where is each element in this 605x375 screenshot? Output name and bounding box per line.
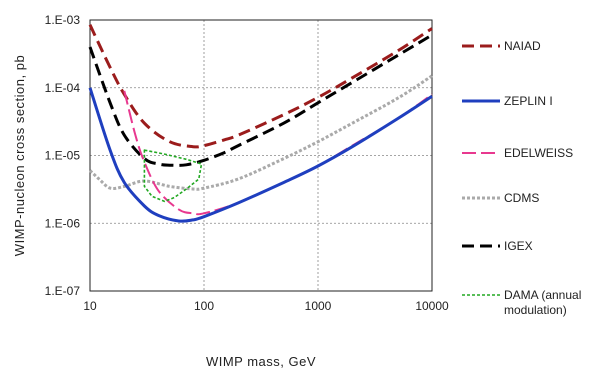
y-tick-label: 1.E-04 [45, 81, 81, 95]
series-layer [88, 24, 433, 223]
x-tick-label: 1000 [305, 299, 332, 313]
series-line-cdms [88, 74, 433, 191]
series-line-zeplin-i [88, 87, 433, 223]
legend-item-cdms: CDMS [462, 191, 539, 205]
legend-item-edelweiss: EDELWEISS [462, 146, 573, 160]
x-tick-label: 10000 [415, 299, 449, 313]
y-axis-ticks: 1.E-07 1.E-06 1.E-05 1.E-04 1.E-03 [45, 13, 81, 298]
legend-item-dama-annual-modulation: DAMA (annual modulation) [462, 288, 581, 317]
y-tick-label: 1.E-03 [45, 13, 81, 27]
y-tick-label: 1.E-05 [45, 149, 81, 163]
grid-lines [90, 20, 432, 291]
legend-item-igex: IGEX [462, 239, 533, 253]
x-axis-title: WIMP mass, GeV [206, 354, 316, 369]
legend-label: IGEX [504, 239, 533, 253]
legend-label: CDMS [504, 191, 539, 205]
y-axis-title: WIMP-nucleon cross section, pb [12, 55, 27, 256]
x-tick-label: 10 [83, 299, 97, 313]
x-tick-label: 100 [194, 299, 214, 313]
legend-item-zeplin-i: ZEPLIN I [462, 94, 553, 108]
legend-label: DAMA (annual modulation) [504, 288, 581, 317]
x-axis-ticks: 10 100 1000 10000 [83, 299, 449, 313]
y-tick-label: 1.E-07 [45, 284, 81, 298]
legend-label: NAIAD [504, 39, 541, 53]
legend-item-naiad: NAIAD [462, 39, 541, 53]
series-line-dama-annual-modulation [143, 149, 203, 203]
legend: NAIAD ZEPLIN I EDELWEISS CDMS IGEX DAMA (annu… [462, 39, 581, 317]
plot-frame [89, 19, 433, 292]
legend-label: EDELWEISS [504, 146, 573, 160]
y-tick-label: 1.E-06 [45, 216, 81, 230]
legend-label: ZEPLIN I [504, 94, 553, 108]
series-line-igex [88, 33, 433, 167]
